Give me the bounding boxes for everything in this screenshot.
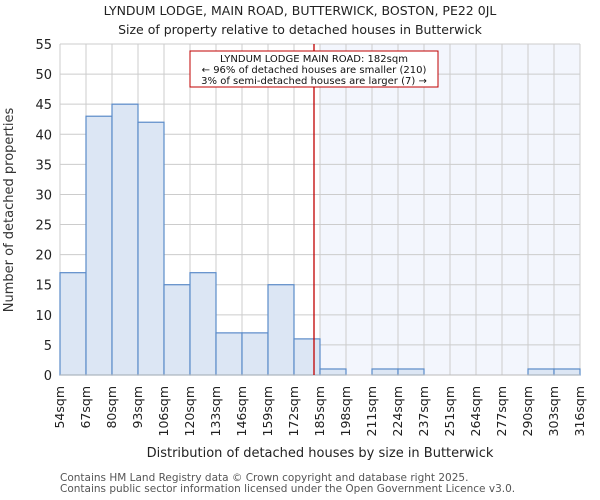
annotation-line-1: LYNDUM LODGE MAIN ROAD: 182sqm	[220, 54, 408, 65]
histogram-bar	[293, 338, 321, 376]
x-tick-label: 264sqm	[468, 386, 483, 436]
x-tick-label: 224sqm	[390, 386, 405, 436]
histogram-bar	[397, 368, 425, 376]
y-tick-label: 40	[35, 128, 52, 143]
x-tick-label: 133sqm	[208, 386, 223, 436]
y-tick-label: 10	[35, 309, 52, 324]
x-tick-label: 120sqm	[182, 386, 197, 436]
y-tick-label: 55	[35, 38, 52, 53]
histogram-bar	[85, 115, 113, 376]
x-tick-label: 316sqm	[572, 386, 587, 436]
x-tick-label: 93sqm	[130, 386, 145, 429]
annotation-line-3: 3% of semi-detached houses are larger (7…	[201, 76, 427, 87]
y-tick-label: 30	[35, 188, 52, 203]
y-axis-label: Number of detached properties	[2, 108, 17, 313]
x-tick-label: 67sqm	[78, 386, 93, 429]
histogram-bar	[241, 332, 269, 376]
y-tick-label: 15	[35, 279, 52, 294]
footer-licence: Contains public sector information licen…	[60, 483, 516, 495]
histogram-bar	[371, 368, 399, 376]
histogram-bar	[189, 272, 217, 376]
x-tick-label: 211sqm	[364, 386, 379, 436]
x-tick-label: 146sqm	[234, 386, 249, 436]
y-tick-label: 45	[35, 98, 52, 113]
y-tick-label: 20	[35, 249, 52, 264]
footer-copyright: Contains HM Land Registry data © Crown c…	[60, 472, 469, 484]
x-tick-label: 54sqm	[52, 386, 67, 429]
annotation-box	[189, 50, 439, 88]
y-tick-label: 5	[44, 339, 52, 354]
x-tick-label: 277sqm	[494, 386, 509, 436]
chart-title: LYNDUM LODGE, MAIN ROAD, BUTTERWICK, BOS…	[103, 3, 497, 18]
x-tick-label: 80sqm	[104, 386, 119, 429]
annotation-line-2: ← 96% of detached houses are smaller (21…	[202, 65, 427, 76]
histogram-bar	[527, 368, 555, 376]
histogram-bar	[215, 332, 243, 376]
chart-subtitle: Size of property relative to detached ho…	[118, 22, 482, 37]
x-tick-label: 106sqm	[156, 386, 171, 436]
x-tick-label: 172sqm	[286, 386, 301, 436]
histogram-bar	[111, 103, 139, 376]
y-tick-label: 50	[35, 68, 52, 83]
x-tick-label: 237sqm	[416, 386, 431, 436]
x-tick-label: 159sqm	[260, 386, 275, 436]
y-tick-label: 35	[35, 158, 52, 173]
histogram-bar	[59, 272, 87, 376]
x-axis-label: Distribution of detached houses by size …	[147, 446, 494, 461]
x-tick-label: 251sqm	[442, 386, 457, 436]
histogram-bar	[553, 368, 581, 376]
histogram-bar	[163, 284, 191, 376]
y-tick-label: 25	[35, 219, 52, 234]
x-tick-label: 185sqm	[312, 386, 327, 436]
histogram-bar	[137, 121, 165, 376]
histogram-bar	[267, 284, 295, 376]
histogram-bar	[319, 368, 347, 376]
x-tick-label: 303sqm	[546, 386, 561, 436]
x-tick-label: 198sqm	[338, 386, 353, 436]
y-tick-label: 0	[44, 369, 52, 384]
x-tick-label: 290sqm	[520, 386, 535, 436]
